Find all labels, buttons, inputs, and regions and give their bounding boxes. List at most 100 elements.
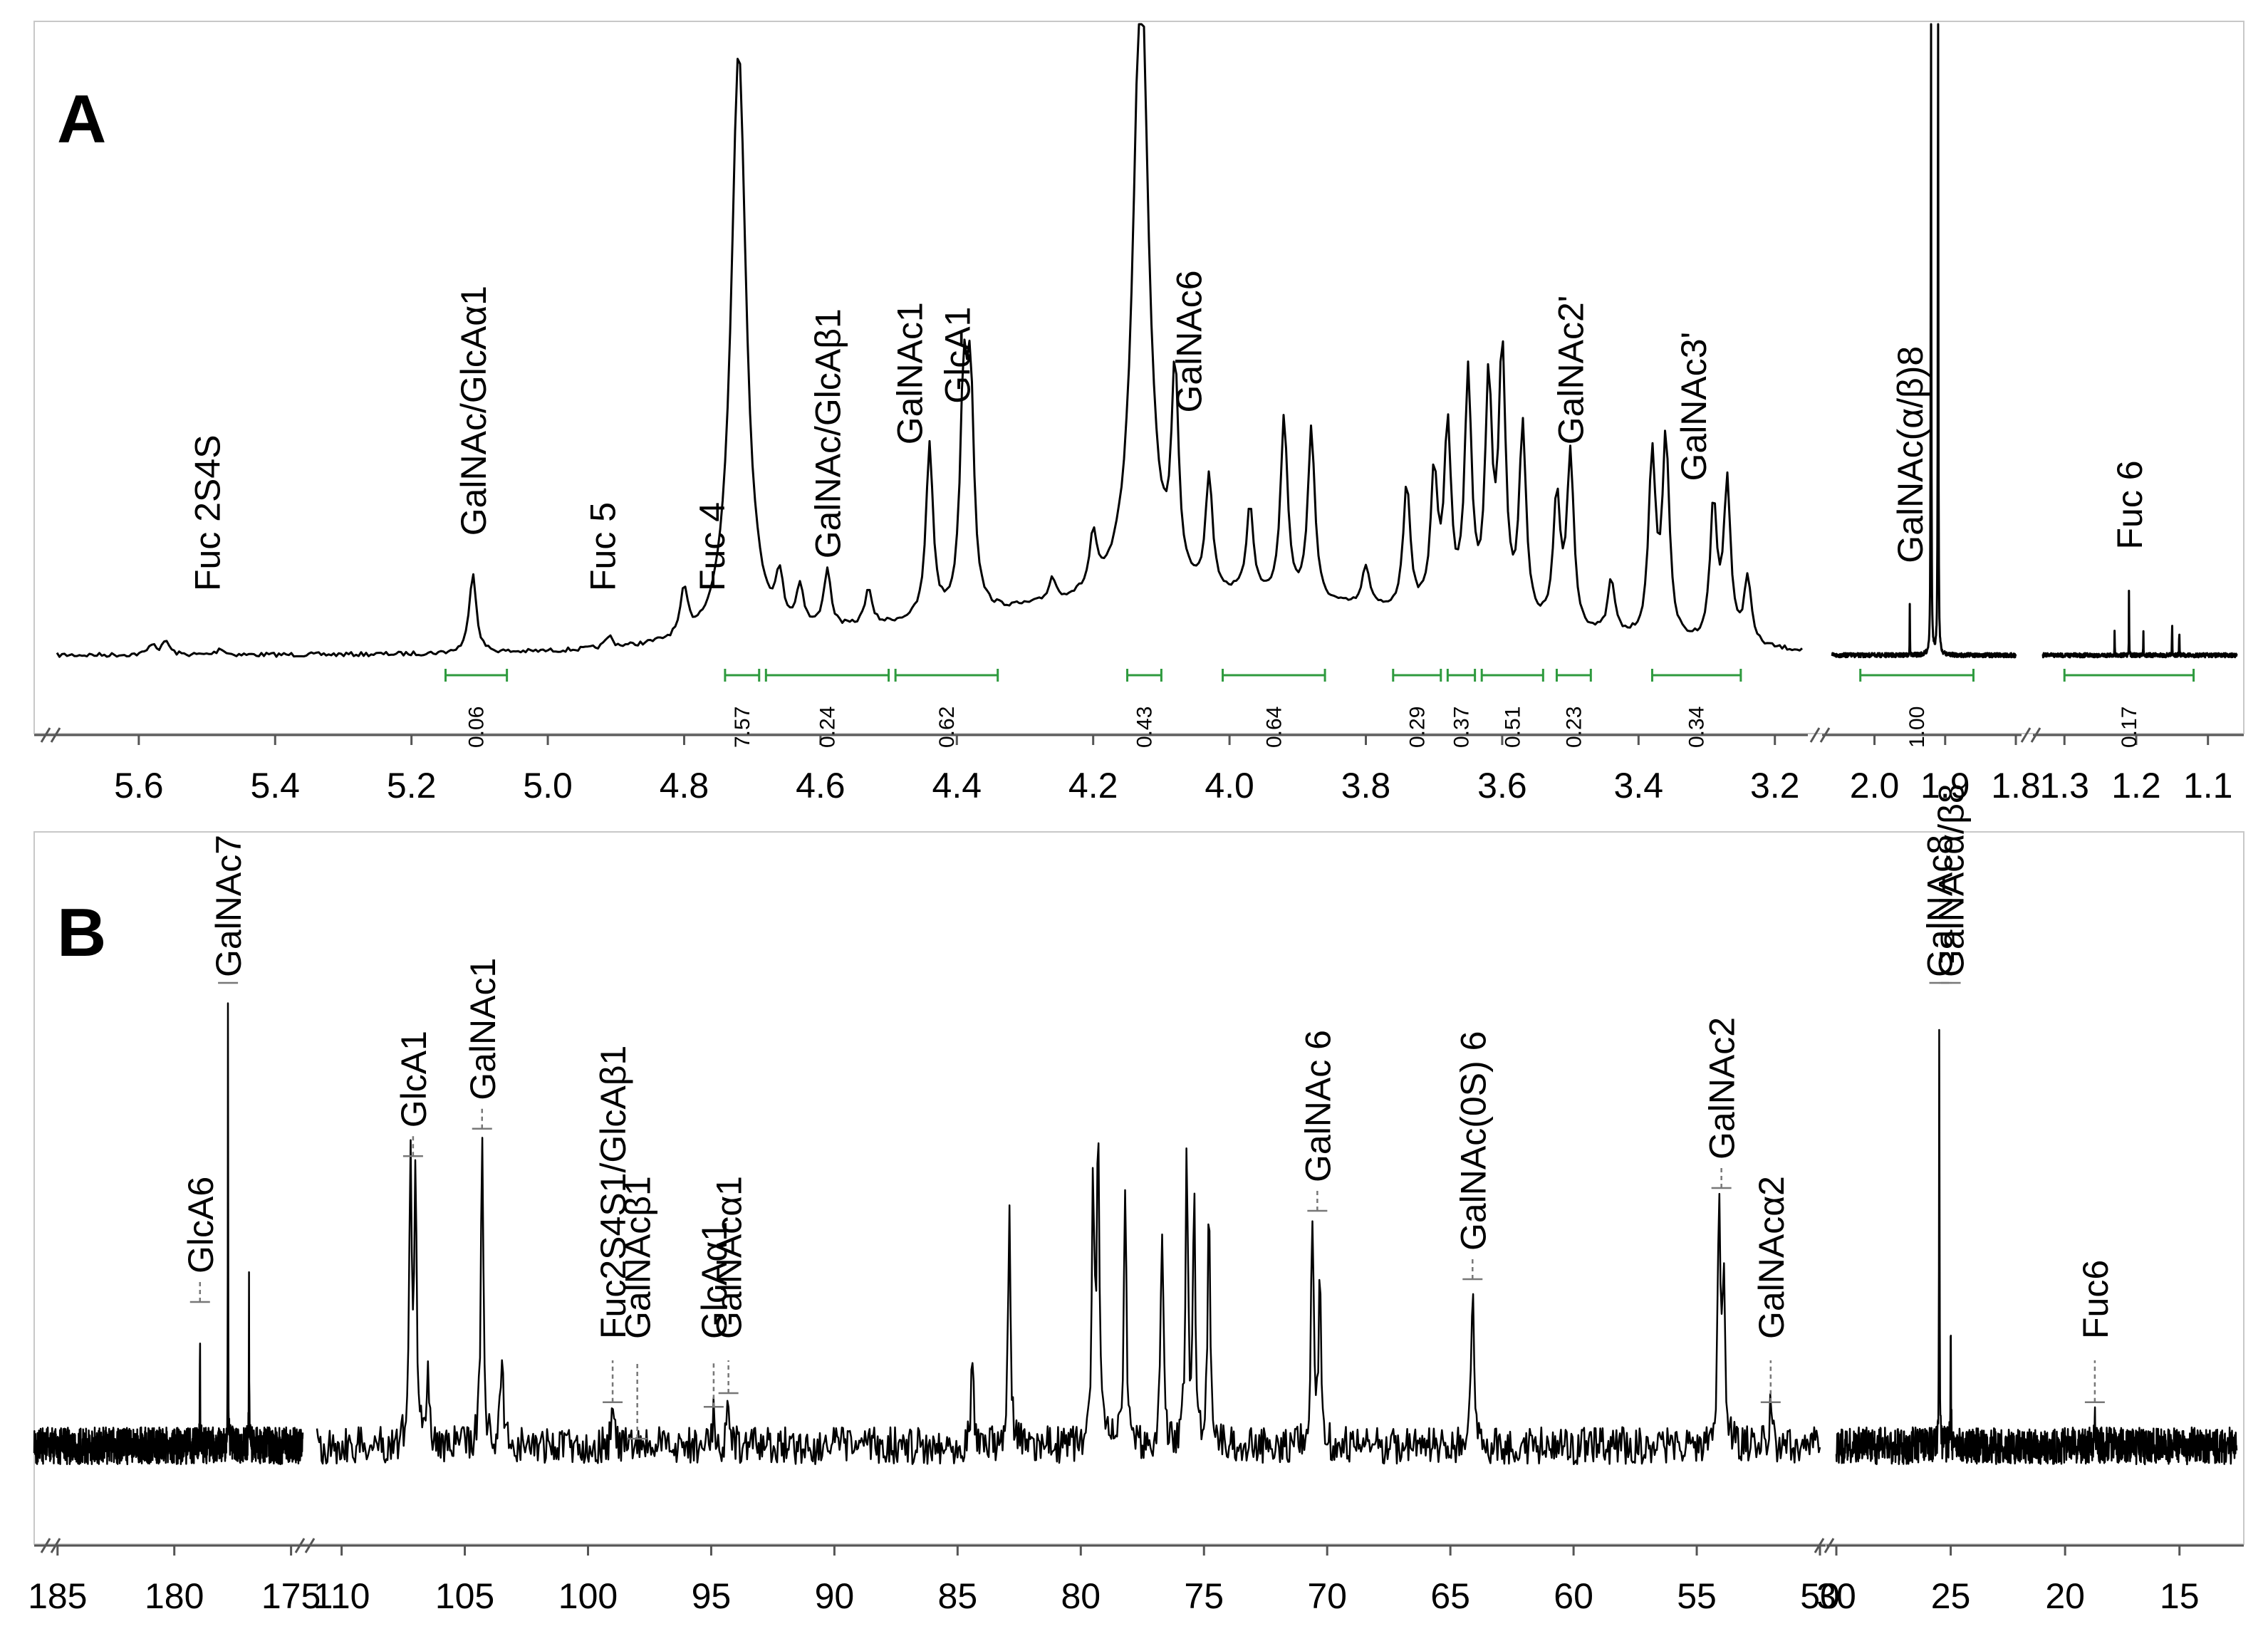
axis-break-mark: [304, 1538, 316, 1553]
panel-a-letter: A: [57, 81, 106, 157]
axis-break-mark: [294, 1538, 306, 1553]
panel-b-letter: B: [57, 895, 106, 971]
peak-annotation: Fuc 2S4S: [188, 434, 228, 591]
peak-annotation: GalNAc7: [209, 835, 249, 977]
x-tick-label: 75: [1184, 1576, 1224, 1616]
integral-value: 0.34: [1685, 707, 1709, 748]
integral-value: 0.24: [816, 707, 839, 748]
x-tick-label: 25: [1931, 1576, 1971, 1616]
axis-break-mark: [1814, 1538, 1825, 1553]
peak-annotation: GalNAcα2: [1752, 1176, 1791, 1339]
peak-annotation: Fuc 5: [583, 502, 623, 591]
x-tick-label: 5.0: [523, 766, 573, 806]
integral-value: 0.17: [2118, 707, 2141, 748]
axis-break-mark: [1819, 727, 1831, 743]
x-tick-label: 105: [435, 1576, 494, 1616]
peak-annotation: GalNAc2': [1551, 296, 1591, 445]
x-tick-label: 1.2: [2111, 766, 2161, 806]
integral-value: 0.23: [1562, 707, 1586, 748]
x-tick-label: 4.4: [932, 766, 982, 806]
x-tick-label: 30: [1816, 1576, 1856, 1616]
spectrum-trace: [316, 1137, 1821, 1466]
x-tick-label: 85: [938, 1576, 978, 1616]
axis-break-mark: [40, 1538, 51, 1553]
peak-annotation: GalNAc/GlcAβ1: [808, 308, 848, 558]
peak-annotation: GalNAc3': [1674, 332, 1714, 481]
x-tick-label: 60: [1554, 1576, 1593, 1616]
peak-annotation: GalNAc1: [463, 958, 503, 1100]
axis-break-mark: [2030, 727, 2041, 743]
integral-value: 0.29: [1405, 707, 1429, 748]
peak-annotation: Fuc6: [2076, 1260, 2116, 1339]
peak-annotation: GalNAc6: [1170, 270, 1210, 412]
spectrum-trace: [1831, 23, 2017, 659]
peak-annotation: GalNAc2: [1702, 1017, 1742, 1160]
axis-break-mark: [2020, 727, 2032, 743]
peak-annotation: GalNAc/GlcAα1: [454, 286, 494, 536]
x-tick-label: 20: [2045, 1576, 2085, 1616]
axis-break-mark: [50, 1538, 61, 1553]
x-tick-label: 55: [1677, 1576, 1717, 1616]
spectrum-trace: [56, 23, 1803, 658]
x-tick-label: 15: [2160, 1576, 2200, 1616]
x-tick-label: 65: [1430, 1576, 1470, 1616]
integral-value: 0.51: [1501, 707, 1524, 748]
integral-value: 7.57: [731, 707, 754, 748]
x-tick-label: 3.2: [1750, 766, 1800, 806]
peak-annotation: GalNAcα/β8: [1932, 783, 1972, 977]
x-tick-label: 1.8: [1991, 766, 2041, 806]
peak-annotation: GlcA1: [394, 1031, 434, 1127]
spectrum-trace: [1835, 1028, 2238, 1466]
integral-value: 0.62: [935, 707, 959, 748]
peak-annotation: Fuc 6: [2110, 460, 2150, 549]
x-tick-label: 1.9: [1920, 766, 1970, 806]
integral-value: 0.64: [1262, 707, 1286, 748]
x-tick-label: 3.4: [1614, 766, 1664, 806]
x-tick-label: 4.6: [796, 766, 846, 806]
peak-annotation: GalNAc8: [1920, 835, 1960, 977]
axis-break-mark: [1824, 1538, 1835, 1553]
peak-annotation: GalNAc 6: [1298, 1030, 1338, 1182]
peak-annotation: GlcA1: [937, 307, 977, 404]
x-tick-label: 80: [1061, 1576, 1101, 1616]
integral-value: 0.43: [1133, 707, 1156, 748]
spectrum-trace: [2041, 590, 2238, 659]
x-tick-label: 2.0: [1850, 766, 1900, 806]
peak-annotation: Fuc2S4S1/GlcAβ1: [593, 1046, 633, 1339]
panel-a: A 5.6 5.4 5.2 5.0 4.8 4.6 4.4 4.2 4.0 3.8 3.6 3.4 3.…: [33, 21, 2244, 806]
spectrum-trace: [33, 1002, 304, 1466]
integral-value: 0.37: [1450, 707, 1473, 748]
peak-annotation: Fuc 4: [692, 502, 732, 591]
x-tick-label: 110: [313, 1576, 370, 1616]
axis-break-mark: [50, 727, 61, 743]
x-tick-label: 5.4: [250, 766, 300, 806]
x-tick-label: 100: [558, 1576, 618, 1616]
x-tick-label: 4.0: [1205, 766, 1254, 806]
x-tick-label: 95: [692, 1576, 732, 1616]
x-tick-label: 1.3: [2039, 766, 2089, 806]
peak-annotation: GalNAc1: [890, 302, 930, 444]
integral-value: 1.00: [1905, 707, 1929, 748]
x-tick-label: 5.2: [387, 766, 437, 806]
x-tick-label: 4.2: [1068, 766, 1118, 806]
x-tick-label: 70: [1307, 1576, 1347, 1616]
peak-annotation: GalNAc(0S) 6: [1453, 1031, 1493, 1251]
peak-annotation: GalNAcα1: [709, 1176, 749, 1339]
x-tick-label: 180: [145, 1576, 204, 1616]
x-tick-label: 3.6: [1477, 766, 1527, 806]
x-tick-label: 5.6: [114, 766, 164, 806]
x-tick-label: 175: [261, 1576, 321, 1616]
panel-b-frame: [33, 831, 2244, 1545]
x-tick-label: 185: [28, 1576, 87, 1616]
peak-annotation: GlcA6: [181, 1177, 221, 1273]
integral-value: 0.06: [465, 707, 489, 748]
panel-a-frame: [33, 21, 2244, 734]
peak-annotation: GalNAcβ1: [618, 1176, 658, 1339]
x-tick-label: 90: [815, 1576, 855, 1616]
x-tick-label: 4.8: [660, 766, 709, 806]
x-tick-label: 50: [1800, 1576, 1840, 1616]
axis-break-mark: [1809, 727, 1821, 743]
axis-break-mark: [40, 727, 51, 743]
